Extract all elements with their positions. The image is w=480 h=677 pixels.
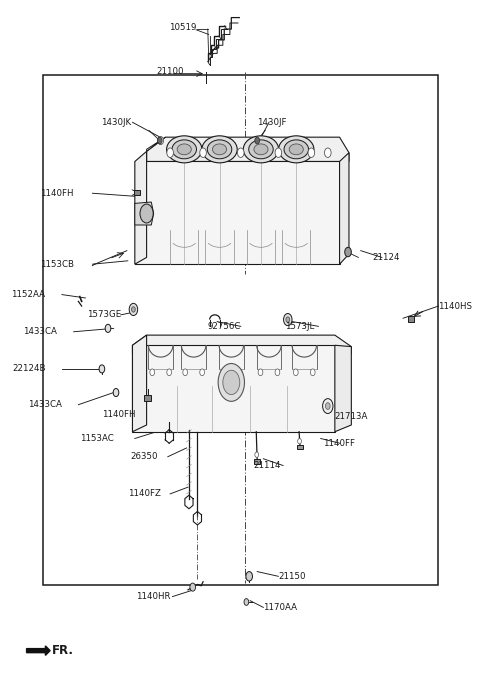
Circle shape [167,148,173,158]
Text: 1140HR: 1140HR [136,592,171,601]
Circle shape [105,324,111,332]
Bar [134,190,140,195]
Circle shape [167,369,171,376]
Text: 1140FH: 1140FH [40,189,73,198]
Circle shape [311,369,315,376]
Circle shape [132,307,135,312]
Text: 1430JF: 1430JF [257,118,286,127]
Ellipse shape [289,144,303,155]
Bar [408,316,414,322]
Text: 1153CB: 1153CB [40,260,73,269]
Circle shape [324,148,331,158]
Text: 1140FF: 1140FF [323,439,355,447]
Circle shape [308,148,314,158]
Circle shape [223,370,240,395]
Circle shape [157,137,162,144]
Circle shape [200,148,206,158]
Circle shape [275,369,280,376]
Ellipse shape [177,144,192,155]
Circle shape [275,148,282,158]
Polygon shape [132,335,351,353]
Circle shape [244,598,249,605]
Polygon shape [146,137,166,152]
Text: 1170AA: 1170AA [264,603,297,612]
Bar [144,395,151,401]
Text: 1140HS: 1140HS [438,301,472,311]
Ellipse shape [284,140,309,159]
Ellipse shape [207,140,232,159]
Polygon shape [146,137,349,162]
Text: 1140FZ: 1140FZ [128,489,161,498]
Circle shape [140,204,153,223]
Circle shape [183,369,188,376]
Text: 21713A: 21713A [335,412,368,420]
Ellipse shape [278,136,314,163]
Circle shape [238,369,242,376]
Ellipse shape [243,136,278,163]
Circle shape [258,369,263,376]
Bar [297,445,303,450]
Bar [254,460,260,464]
Text: 1153AC: 1153AC [80,434,114,443]
Circle shape [325,403,330,410]
Text: 10519: 10519 [168,23,196,32]
Polygon shape [135,202,154,225]
Bar [43,75,438,585]
Circle shape [323,399,333,414]
Text: 92756C: 92756C [207,322,241,331]
Circle shape [150,369,155,376]
Circle shape [238,148,244,158]
Polygon shape [132,335,146,432]
Circle shape [298,439,301,444]
Circle shape [220,369,225,376]
Circle shape [246,571,252,581]
Ellipse shape [213,144,227,155]
Polygon shape [339,153,349,264]
Text: 21100: 21100 [156,67,184,76]
Circle shape [255,452,259,458]
Text: 1573JL: 1573JL [285,322,314,331]
Circle shape [255,137,260,144]
Circle shape [190,583,195,591]
Ellipse shape [167,136,202,163]
Ellipse shape [172,140,196,159]
Text: FR.: FR. [51,644,73,657]
Text: 1433CA: 1433CA [28,400,62,409]
Circle shape [286,317,289,322]
Circle shape [284,313,292,326]
Circle shape [293,369,298,376]
Circle shape [113,389,119,397]
Polygon shape [335,345,351,432]
Text: 1140FH: 1140FH [102,410,135,418]
Text: 1573GE: 1573GE [87,310,121,320]
Text: 1433CA: 1433CA [24,327,57,336]
Circle shape [345,247,351,257]
Ellipse shape [202,136,237,163]
FancyArrow shape [26,646,50,655]
Text: 22124B: 22124B [12,364,46,374]
Text: 21124: 21124 [372,253,400,262]
Polygon shape [135,152,146,264]
Ellipse shape [249,140,273,159]
Circle shape [218,364,244,401]
Circle shape [99,365,105,373]
Polygon shape [132,345,335,432]
Circle shape [158,137,164,145]
Text: 21114: 21114 [253,461,280,470]
Ellipse shape [254,144,268,155]
Polygon shape [135,162,339,264]
Circle shape [129,303,138,315]
Text: 26350: 26350 [131,452,158,461]
Circle shape [200,369,204,376]
Text: 1430JK: 1430JK [101,118,131,127]
Text: 21150: 21150 [278,572,306,581]
Text: 1152AA: 1152AA [12,290,46,299]
